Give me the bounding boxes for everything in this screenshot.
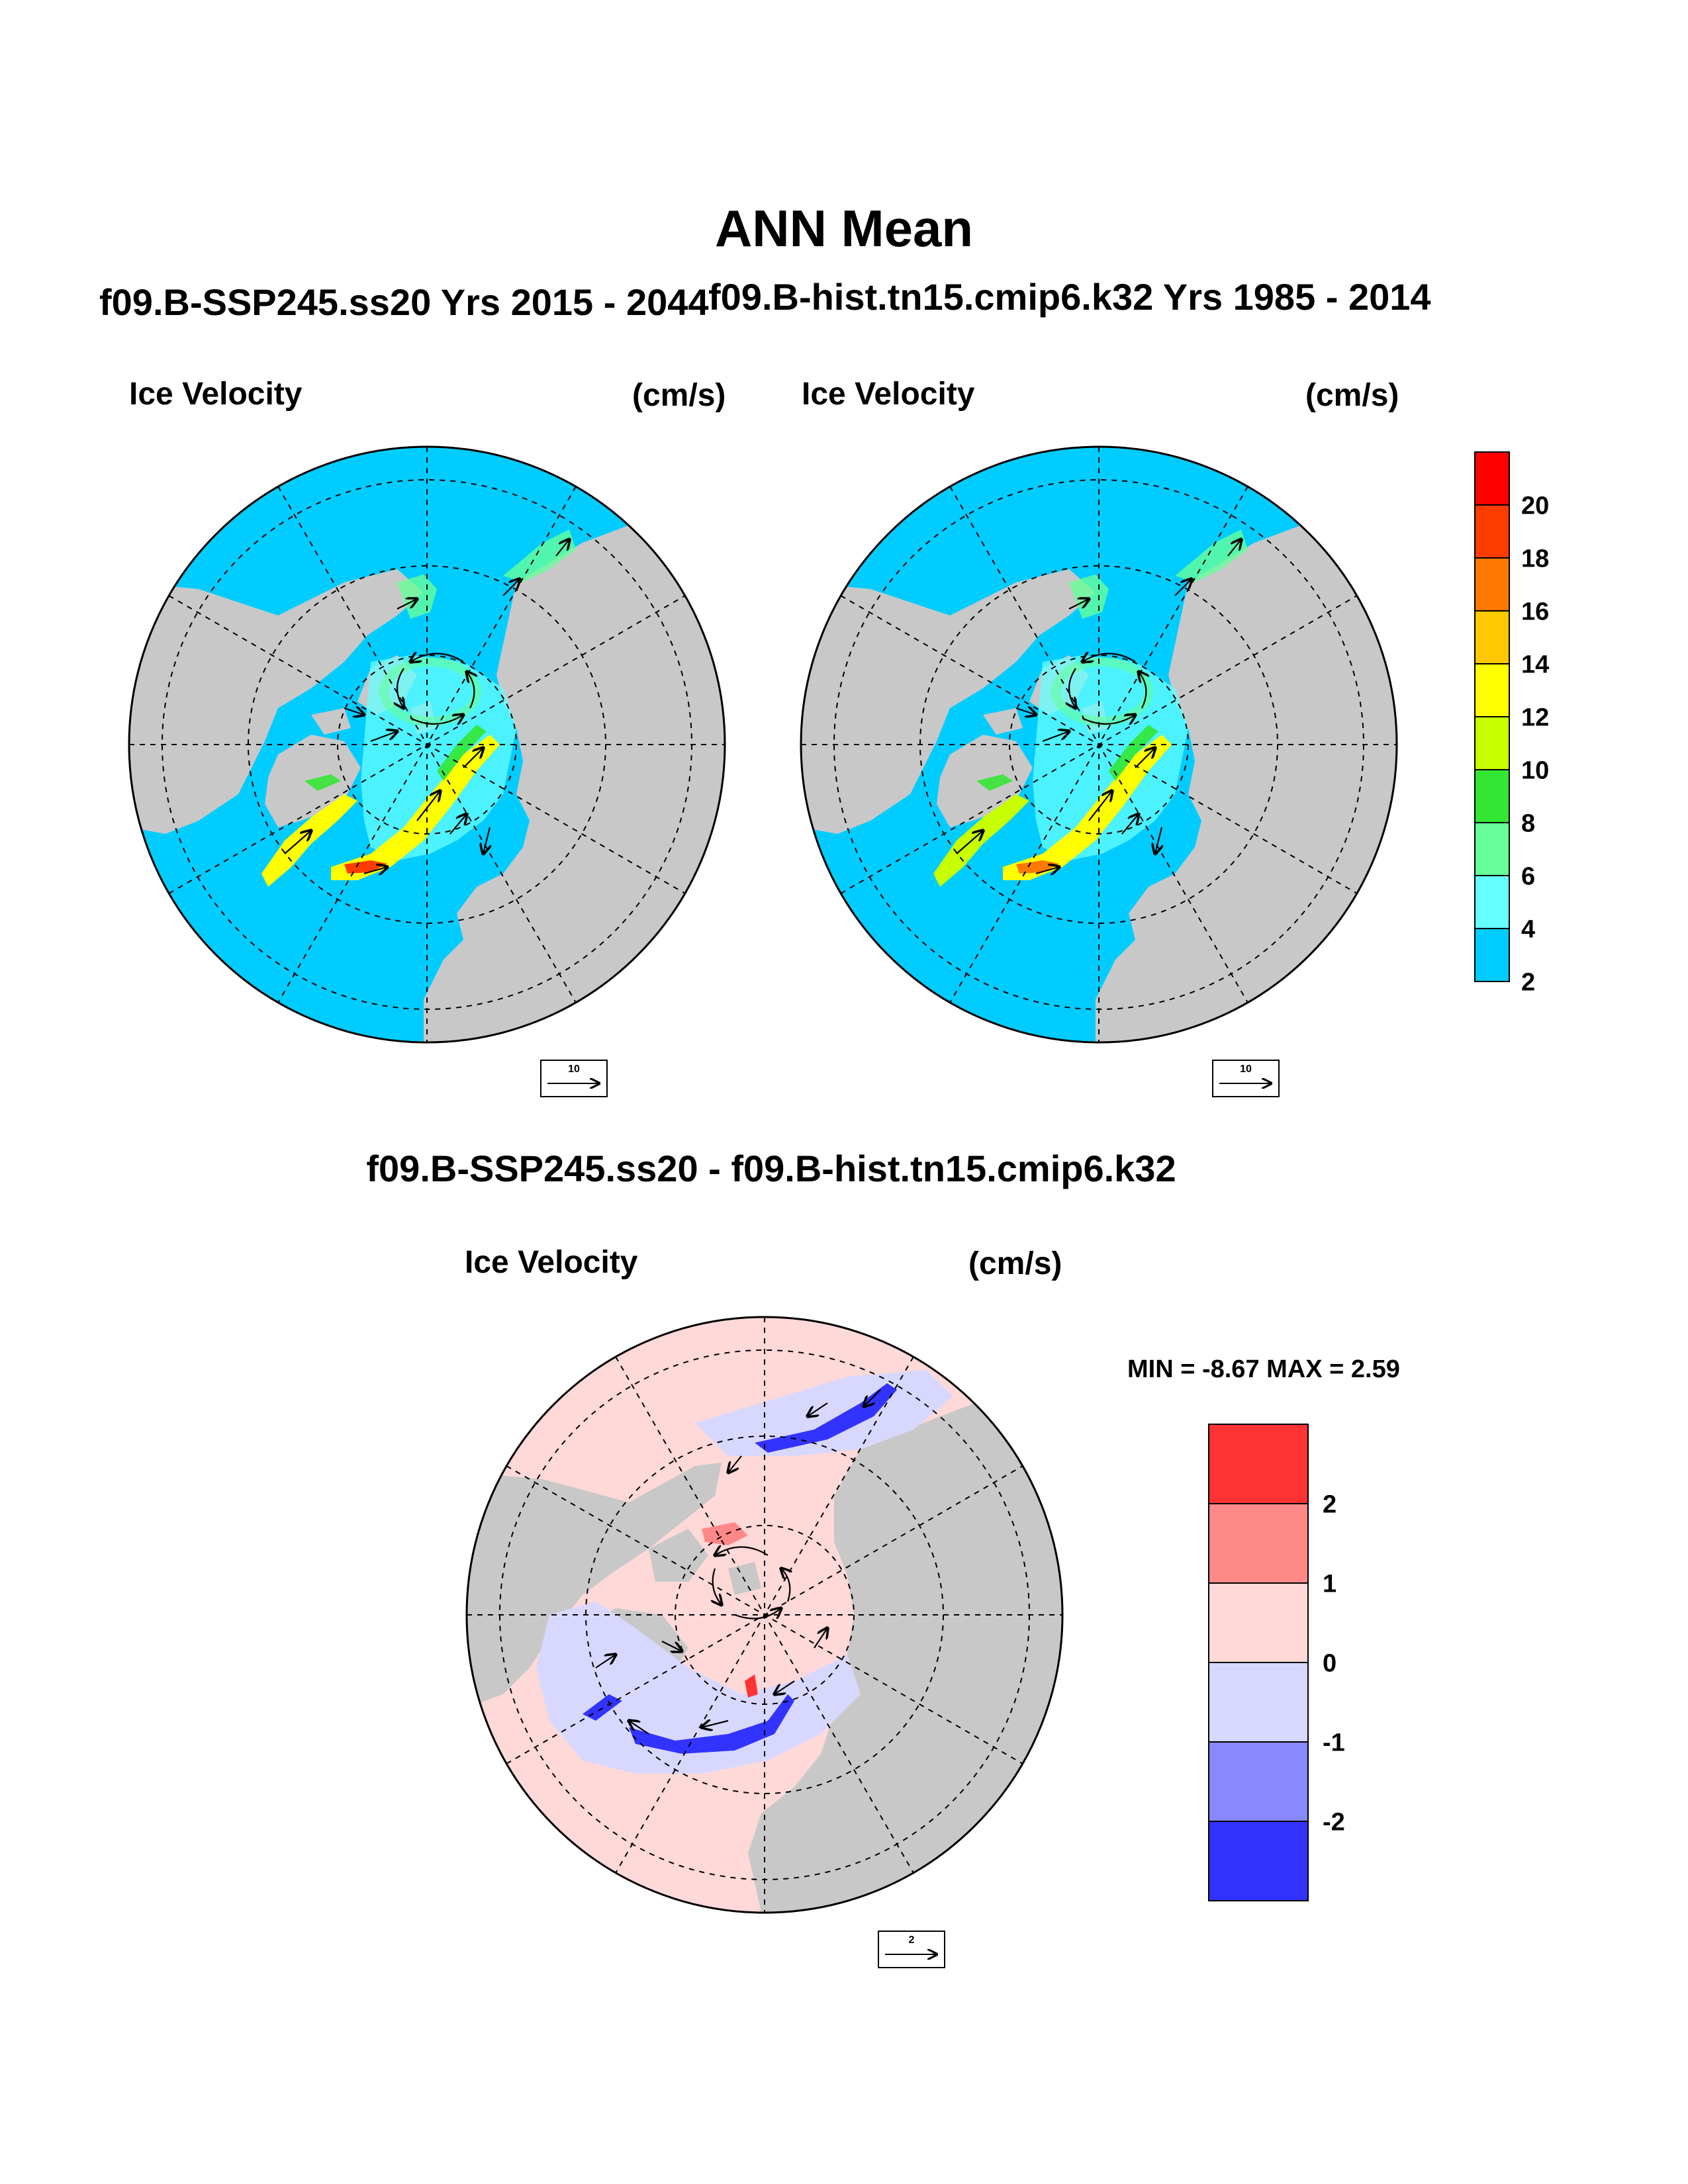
diff-units-label: (cm/s)	[968, 1246, 1062, 1281]
diff-polar-map	[465, 1316, 1064, 1914]
speed-colorbar-tick-label: 8	[1521, 809, 1535, 837]
speed-colorbar-swatch	[1474, 557, 1510, 612]
diff-colorbar-swatch	[1208, 1582, 1309, 1663]
map-border	[465, 1316, 1064, 1914]
right-panel-title: f09.B-hist.tn15.cmip6.k32 Yrs 1985 - 201…	[708, 276, 1431, 318]
speed-colorbar-swatch	[1474, 610, 1510, 664]
speed-colorbar-tick-label: 2	[1521, 968, 1535, 996]
ice-field-bering	[397, 529, 576, 619]
speed-colorbar-swatch	[1474, 504, 1510, 559]
left-variable-label: Ice Velocity	[129, 377, 303, 412]
green-band	[976, 725, 1158, 791]
velocity-vectors	[284, 539, 569, 874]
left-reference-vector-box: 10	[540, 1060, 608, 1097]
decrease-strong-bering	[755, 1383, 897, 1453]
right-polar-map	[800, 445, 1398, 1044]
diff-colorbar: 2 1 0 -1 -2	[1208, 1424, 1345, 1901]
velocity-vectors	[595, 1389, 881, 1735]
beaufort-gyre	[379, 657, 481, 726]
fast-ice-fram-strait	[331, 735, 500, 880]
speed-colorbar-swatch	[1474, 716, 1510, 770]
graticule	[129, 447, 725, 1042]
diff-colorbar-tick-label: -1	[1323, 1729, 1345, 1756]
map-border	[800, 445, 1398, 1044]
diff-colorbar-swatch	[1208, 1741, 1309, 1822]
land-north-america	[129, 569, 424, 834]
land-eurasia	[748, 1396, 1062, 1913]
speed-colorbar-swatch	[1474, 769, 1510, 823]
speed-colorbar-swatch	[1474, 663, 1510, 717]
graticule	[801, 447, 1397, 1042]
diff-colorbar-tick-label: -2	[1323, 1808, 1345, 1836]
speed-colorbar: 20 18 16 14 12 10 8 6 4 2	[1474, 451, 1549, 996]
left-polar-map	[128, 445, 726, 1044]
diff-colorbar-swatch	[1208, 1424, 1309, 1504]
right-variable-label: Ice Velocity	[802, 377, 975, 412]
land-eurasia	[424, 523, 725, 1042]
ice-field-bering	[1069, 529, 1248, 619]
diff-colorbar-swatch	[1208, 1662, 1309, 1743]
decrease-atlantic-sector	[536, 1602, 861, 1774]
left-reference-vector-label: 10	[568, 1064, 580, 1075]
left-units-label: (cm/s)	[632, 378, 726, 413]
main-title: ANN Mean	[714, 199, 974, 257]
speed-colorbar-tick-label: 18	[1521, 545, 1549, 572]
increase-beaufort	[702, 1522, 748, 1545]
graticule	[467, 1317, 1062, 1913]
diff-min-max-readout: MIN = -8.67 MAX = 2.59	[1127, 1355, 1400, 1383]
diff-colorbar-swatch	[1208, 1503, 1309, 1584]
right-reference-vector-label: 10	[1240, 1064, 1252, 1075]
diff-colorbar-swatch	[1208, 1821, 1309, 1901]
land-canadian-islands	[649, 1529, 761, 1595]
right-units-label: (cm/s)	[1305, 378, 1399, 413]
land-north-america	[801, 569, 1096, 834]
left-panel-title: f09.B-SSP245.ss20 Yrs 2015 - 2044	[99, 281, 709, 323]
diff-colorbar-tick-label: 2	[1323, 1490, 1336, 1518]
speed-colorbar-swatch	[1474, 875, 1510, 929]
beaufort-gyre	[1051, 657, 1153, 726]
speed-colorbar-tick-label: 16	[1521, 598, 1549, 625]
speed-colorbar-swatch	[1474, 451, 1510, 506]
diff-reference-vector-label: 2	[909, 1934, 915, 1946]
green-band	[305, 725, 487, 791]
speed-colorbar-tick-label: 20	[1521, 492, 1549, 520]
velocity-vectors	[956, 539, 1241, 874]
speed-colorbar-swatch	[1474, 928, 1510, 982]
map-border	[128, 445, 726, 1044]
diff-colorbar-tick-label: 0	[1323, 1649, 1336, 1677]
speed-colorbar-tick-label: 4	[1521, 915, 1535, 943]
speed-colorbar-tick-label: 12	[1521, 704, 1549, 731]
speed-colorbar-tick-label: 10	[1521, 756, 1549, 784]
fast-ice-fram-strait	[1003, 735, 1172, 880]
diff-panel-title: f09.B-SSP245.ss20 - f09.B-hist.tn15.cmip…	[366, 1148, 1176, 1189]
land-north-america	[467, 1463, 722, 1707]
increase-fram	[745, 1674, 758, 1698]
speed-colorbar-swatch	[1474, 822, 1510, 876]
diff-variable-label: Ice Velocity	[465, 1245, 638, 1280]
land-eurasia	[1096, 523, 1397, 1042]
diff-reference-vector-box: 2	[878, 1931, 945, 1968]
right-reference-vector-box: 10	[1212, 1060, 1280, 1097]
speed-colorbar-tick-label: 14	[1521, 651, 1549, 678]
diff-colorbar-tick-label: 1	[1323, 1570, 1336, 1598]
speed-colorbar-tick-label: 6	[1521, 862, 1535, 890]
